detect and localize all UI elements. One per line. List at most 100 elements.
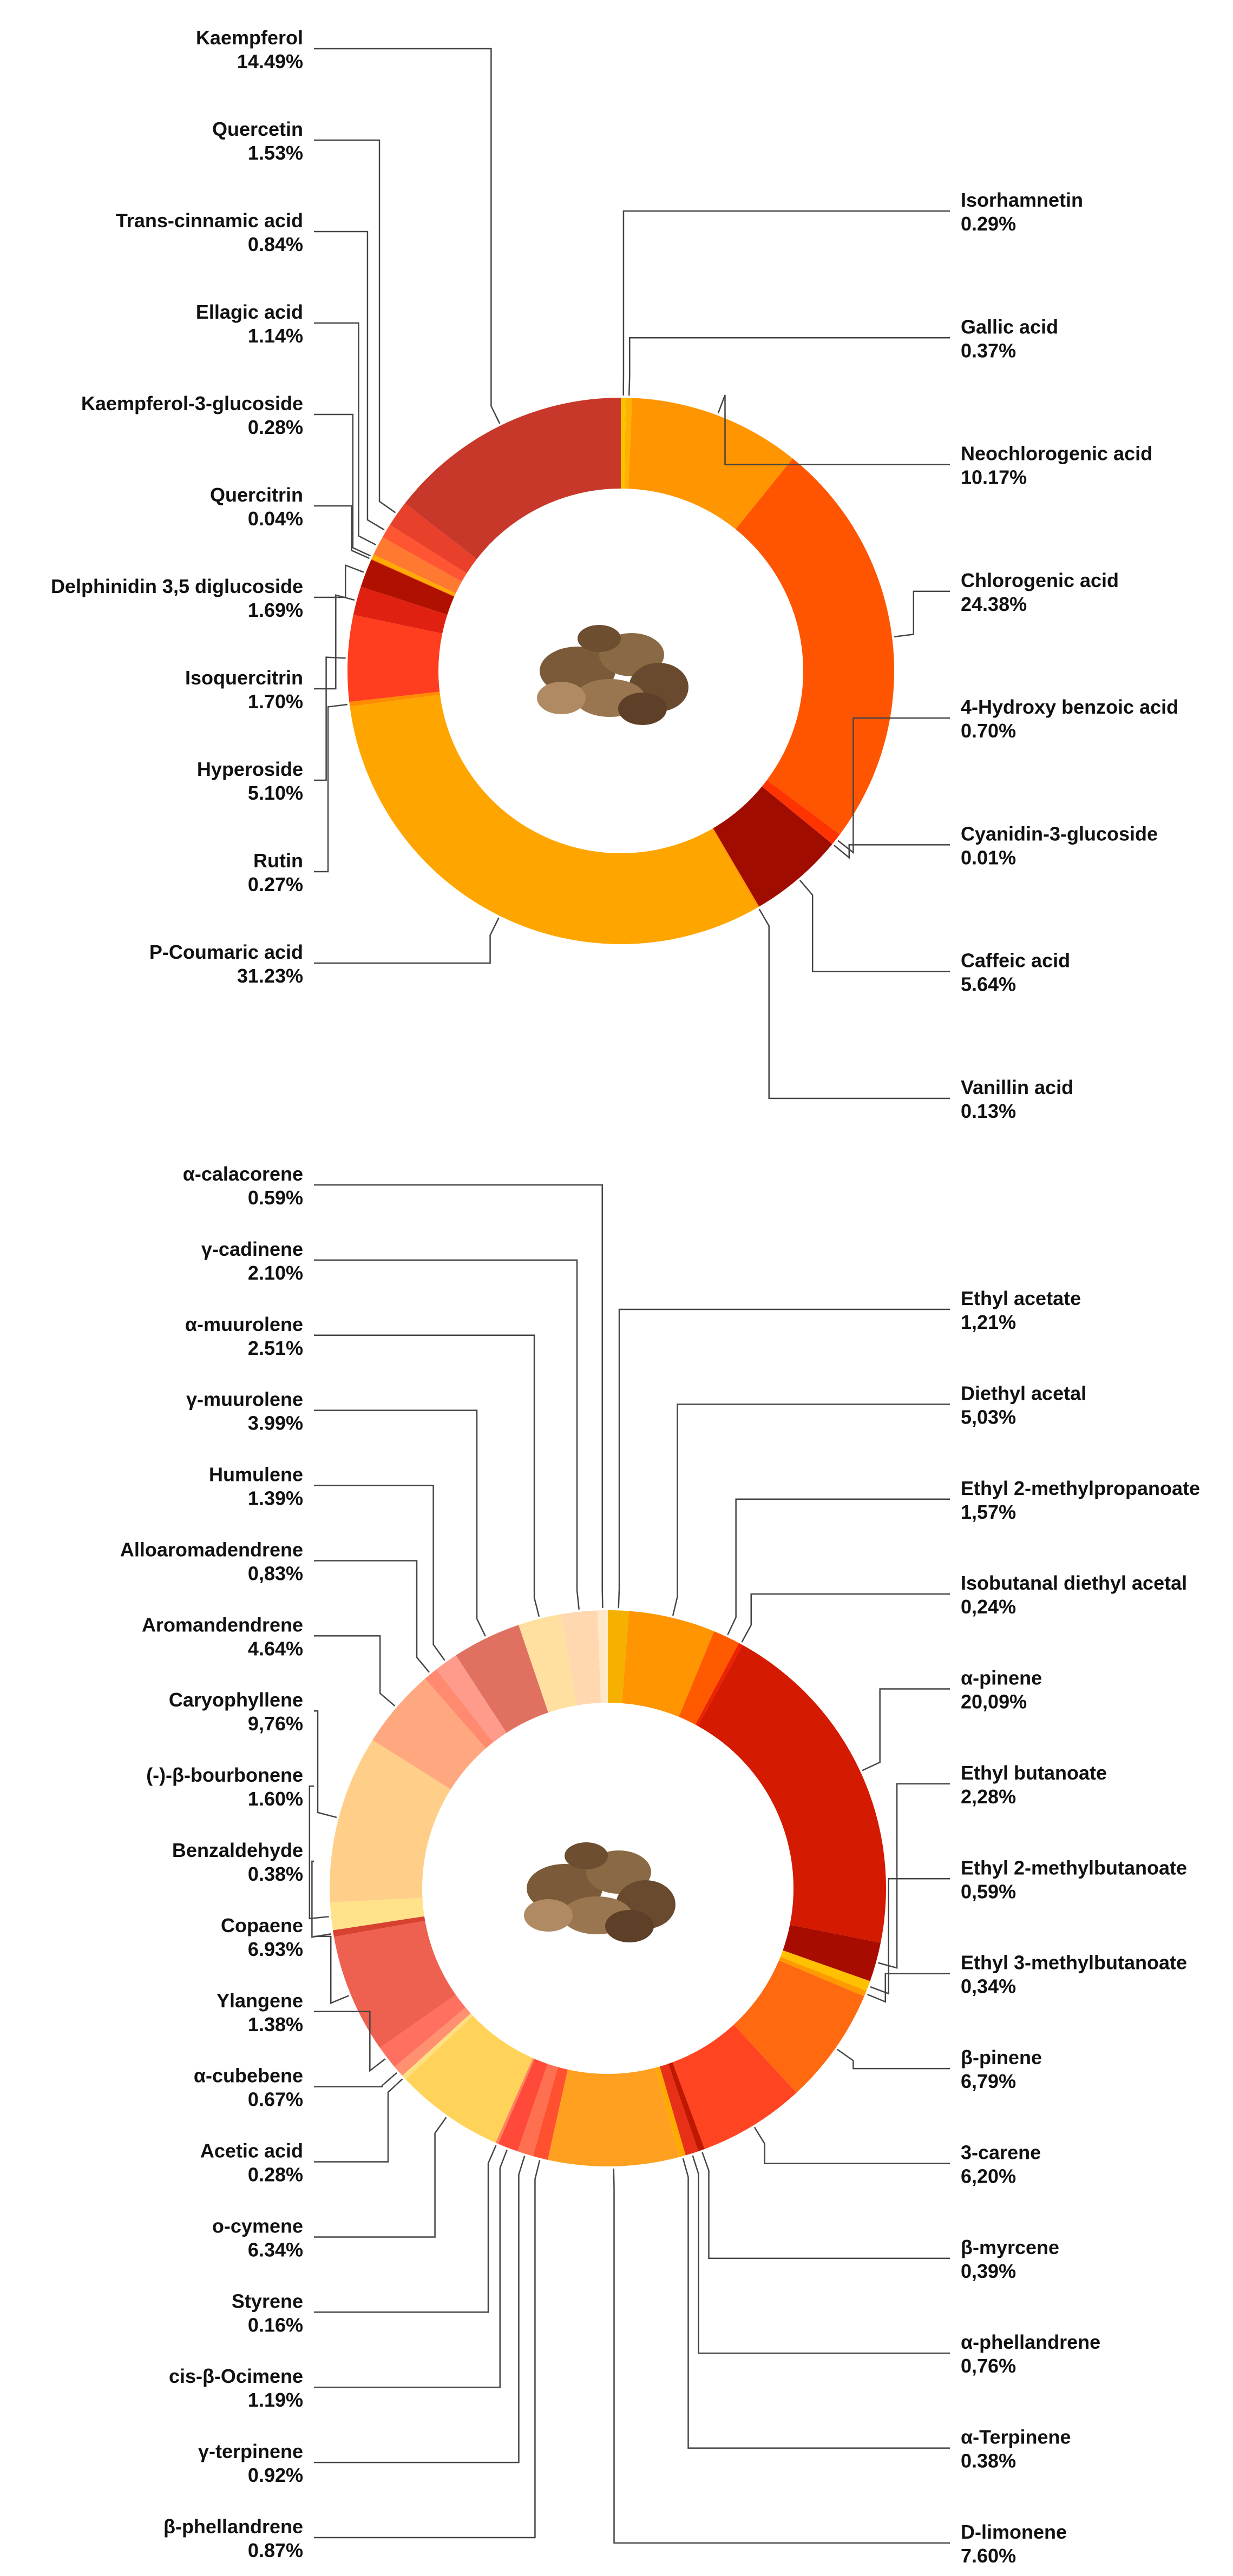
slice-label: Humulene [209,1464,303,1486]
slice-value-label: 0.16% [248,2314,303,2336]
leader-line [672,1404,950,1616]
slice-label: Trans-cinnamic acid [116,209,303,232]
leader-line [727,1498,950,1636]
slice-value-label: 0.29% [961,213,1016,235]
slice-value-label: 1.53% [248,142,303,164]
donut-slice [436,1655,507,1743]
slice-value-label: 0.70% [961,720,1016,742]
donut-slice [347,615,443,702]
leader-line [314,2149,508,2388]
slice-value-label: 0.13% [961,1100,1016,1122]
slice-label: Copaene [221,1914,303,1936]
donut-slice [517,2064,558,2157]
slice-label: Caryophyllene [169,1689,303,1711]
donut-slice [330,1898,424,1931]
slice-label: D-limonene [961,2521,1067,2543]
leader-line [314,139,396,513]
slice-label: o-cymene [212,2215,303,2237]
slice-label: Delphinidin 3,5 diglucoside [51,575,303,597]
slice-label: 4-Hydroxy benzoic acid [961,696,1178,718]
donut-slice [547,2067,679,2167]
slice-value-label: 0.67% [248,2089,303,2111]
donut-slice [712,828,759,908]
center-image [578,625,621,652]
slice-value-label: 5.64% [961,973,1016,996]
donut-slice [779,1956,867,1997]
leader-line [870,1878,950,1995]
leader-line [314,1259,580,1610]
slice-label: Ellagic acid [196,301,303,323]
donut-slice [390,503,477,574]
slice-label: Vanillin acid [961,1076,1073,1098]
leader-line [613,2168,950,2544]
slice-value-label: 5.10% [248,782,303,804]
slice-label: γ-muurolene [186,1388,303,1411]
leader-line [314,1935,349,2005]
slice-label: Ethyl 2-methylbutanoate [961,1856,1187,1879]
leader-line [878,1783,950,1969]
leader-line [837,2048,950,2070]
leader-line [682,2158,950,2449]
slice-label: γ-cadinene [201,1238,303,1260]
slice-value-label: 14.49% [237,50,303,73]
slice-label: Ethyl 2-methylpropanoate [961,1477,1200,1499]
leader-line [894,590,950,638]
leader-line [314,322,377,546]
donut-slice [608,1610,629,1703]
donut-slice [622,1611,714,1717]
slice-value-label: 6,20% [961,2165,1016,2187]
slice-label: Aromandendrene [142,1613,303,1636]
slice-label: α-pinene [961,1667,1042,1689]
slice-label: α-phellandrene [961,2331,1100,2353]
slice-label: Gallic acid [961,315,1058,338]
donut-slice [695,1643,743,1726]
donut-slice [624,398,632,489]
leader-line [314,48,501,424]
leader-line [314,2078,403,2163]
slice-label: Ethyl 3-methylbutanoate [961,1952,1187,1974]
slice-value-label: 0,83% [248,1562,303,1584]
slice-value-label: 5,03% [961,1406,1016,1428]
slice-value-label: 9,76% [248,1712,303,1735]
slice-label: Styrene [232,2290,303,2312]
leader-line [314,1409,486,1637]
slice-value-label: 0.04% [248,508,303,530]
donut-slice [628,398,793,530]
donut-slice [405,398,621,559]
leader-line [314,656,346,781]
leader-line [314,917,500,964]
leader-line [741,1593,950,1643]
donut-slice [353,587,448,634]
slice-value-label: 7.60% [961,2545,1016,2567]
donut-slice [379,1994,466,2067]
donut-slice [533,2067,568,2160]
donut-slice [679,1631,739,1725]
leader-line [837,717,950,854]
donut-slice [382,524,467,582]
slice-label: Ylangene [217,1989,303,2012]
donut-slice [333,1920,456,2048]
slice-label: Isoquercitrin [185,667,303,689]
slice-value-label: 0.92% [248,2464,303,2486]
slice-label: β-phellandrene [163,2515,303,2538]
slice-label: Chlorogenic acid [961,569,1119,591]
slice-value-label: 0,34% [961,1975,1016,1998]
slice-label: Alloaromadendrene [120,1538,303,1560]
donut-slice [713,786,832,907]
slice-label: Cyanidin-3-glucoside [961,822,1158,845]
slice-value-label: 0,76% [961,2355,1016,2377]
donut-slice [672,2025,797,2149]
donut-slice [659,2064,699,2156]
donut-slice [780,1950,870,1991]
slice-value-label: 10.17% [961,466,1027,489]
slice-value-label: 0.27% [248,873,303,895]
slice-value-label: 1.70% [248,690,303,713]
center-image [618,693,667,725]
slice-label: α-Terpinene [961,2426,1071,2448]
slice-label: Quercetin [212,118,303,140]
leader-line [753,2126,950,2164]
slice-value-label: 0.38% [248,1863,303,1885]
slice-label: (-)-β-bourbonene [146,1764,303,1786]
